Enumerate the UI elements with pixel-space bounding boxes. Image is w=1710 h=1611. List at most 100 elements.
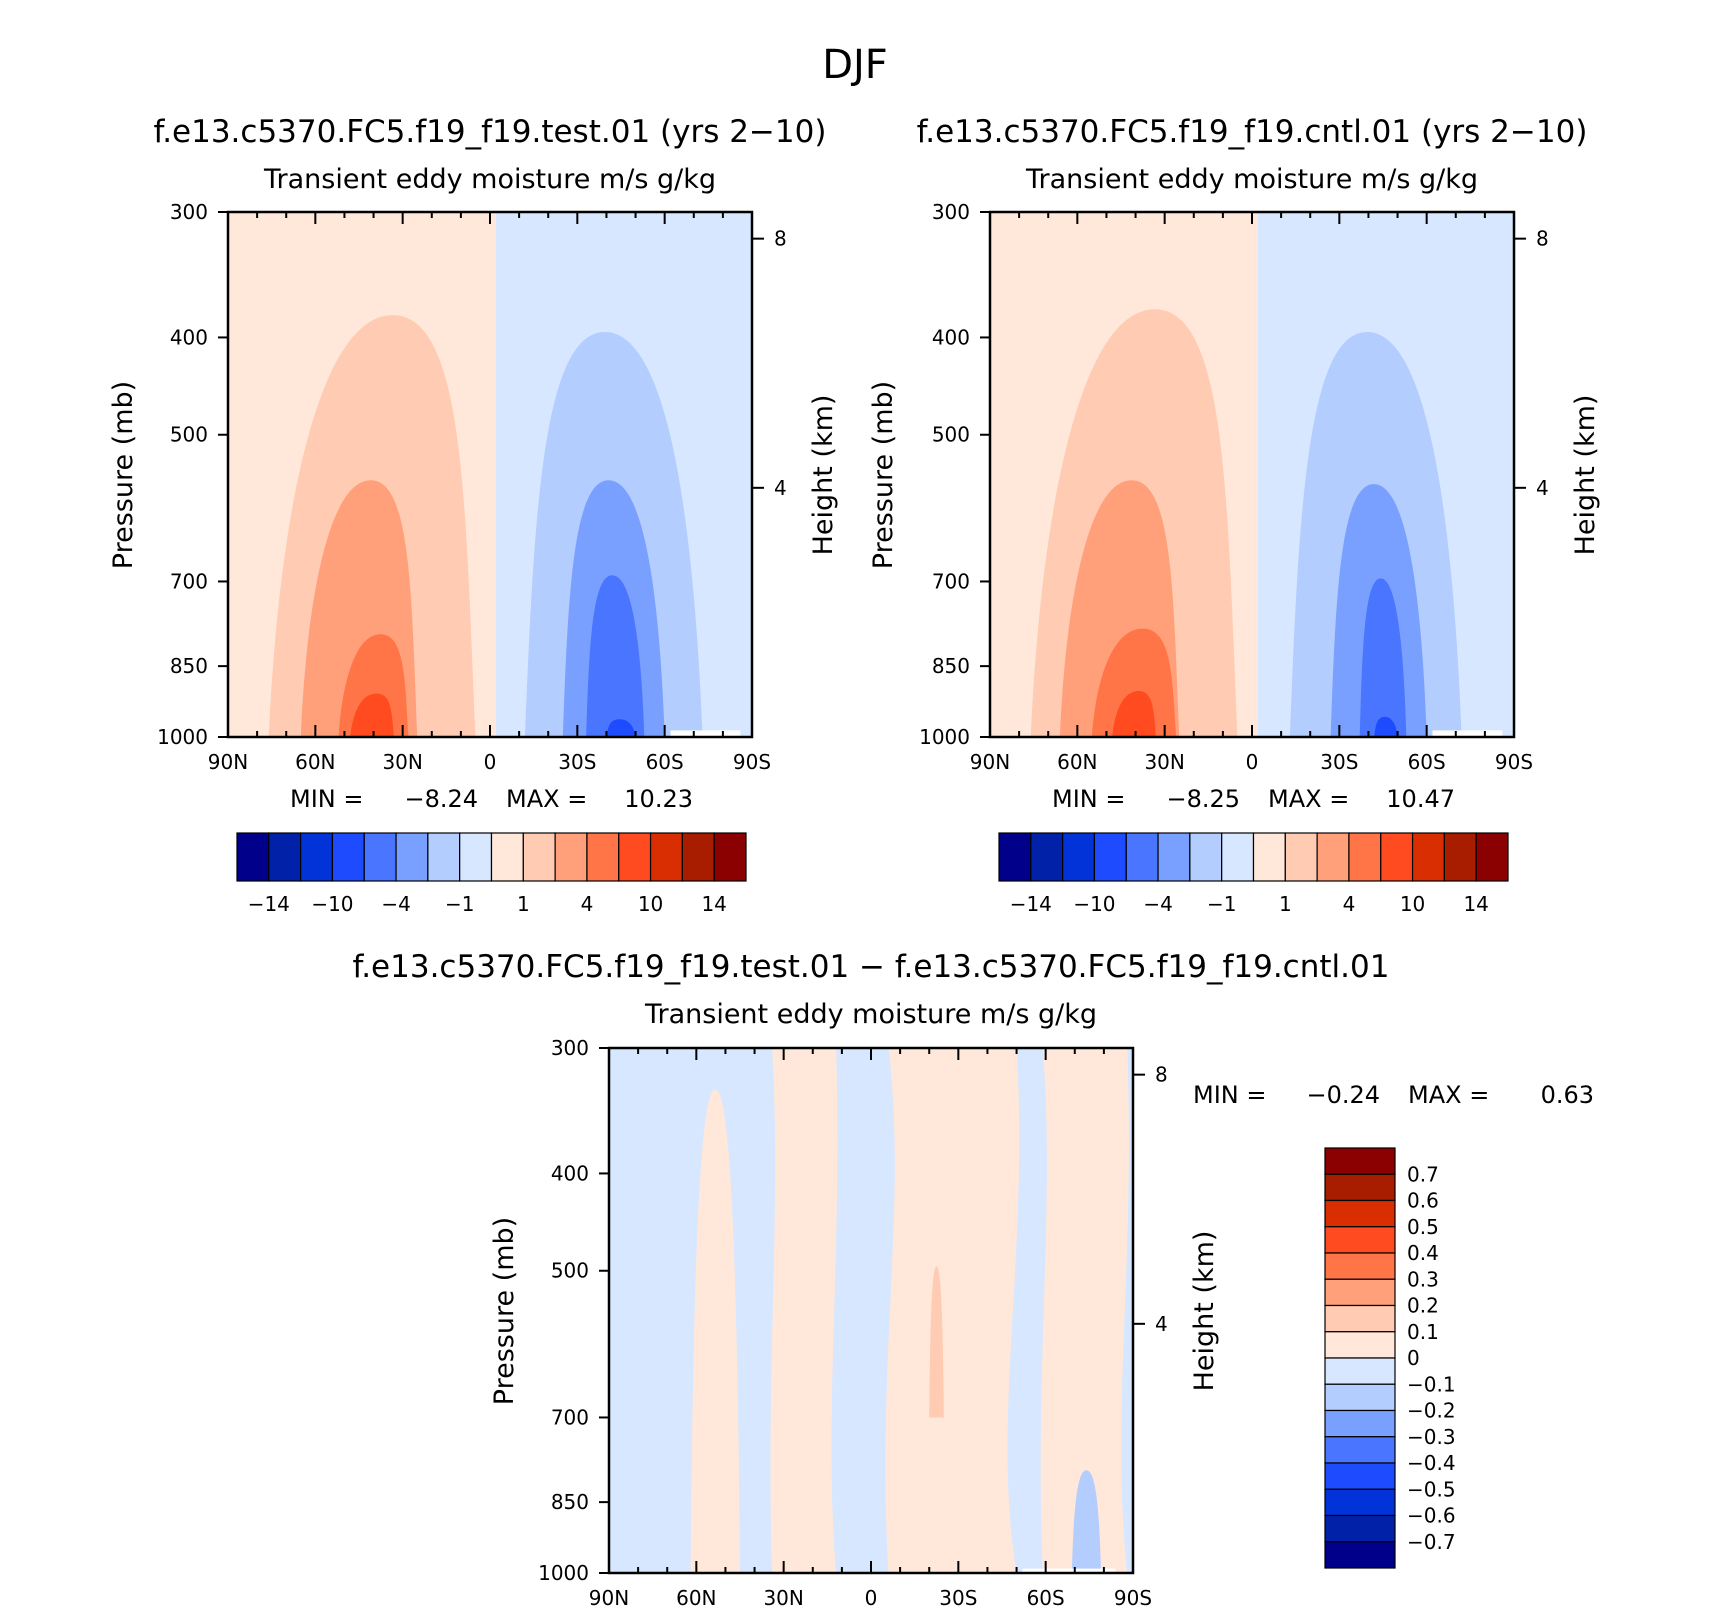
y-tick-label: 850: [932, 654, 970, 678]
y-tick-label: 850: [551, 1490, 589, 1514]
y-tick-label: 700: [551, 1405, 589, 1429]
colorbar-label: 0.1: [1407, 1320, 1439, 1344]
contour-field: [228, 212, 752, 737]
colorbar-label: −0.6: [1407, 1504, 1456, 1528]
missing-data-region: [1432, 730, 1503, 737]
height-tick-label: 8: [774, 227, 787, 251]
colorbar-label: −0.1: [1407, 1372, 1456, 1396]
colorbar-swatch: [1125, 832, 1159, 882]
contour-field: [990, 212, 1514, 737]
colorbar-label: 0.7: [1407, 1162, 1439, 1186]
x-tick-label: 60S: [1408, 750, 1446, 774]
missing-data-region: [670, 730, 741, 737]
colorbar-label: 0: [1407, 1346, 1420, 1370]
colorbar: −14 −10 −4 −1 1 4 10 14: [998, 832, 1509, 916]
y-tick-label: 400: [170, 325, 208, 349]
colorbar-label: 0.3: [1407, 1267, 1439, 1291]
min-label: MIN =: [290, 785, 363, 813]
x-tick-label: 60S: [1027, 1586, 1065, 1610]
colorbar-label: 4: [1343, 892, 1356, 916]
contour-band-5: [1071, 1470, 1101, 1573]
colorbar-swatch: [1411, 832, 1445, 882]
x-tick-label: 90N: [589, 1586, 629, 1610]
x-tick-label: 60S: [646, 750, 684, 774]
colorbar-swatch: [1443, 832, 1477, 882]
colorbar-swatch: [300, 832, 334, 882]
x-tick-label: 30N: [1144, 750, 1184, 774]
colorbar-swatch: [713, 832, 747, 882]
x-tick-label: 60N: [1057, 750, 1097, 774]
x-tick-label: 0: [1246, 750, 1259, 774]
y-tick-label: 1000: [538, 1561, 589, 1585]
colorbar-swatch: [1324, 1199, 1396, 1228]
chart-panel-1: 90N 60N 30N 0 30S 60S 90S 300 400 500 700 850 1000 8 4…: [108, 114, 839, 916]
panel-subtitle: Transient eddy moisture m/s g/kg: [263, 164, 716, 195]
colorbar-swatch: [268, 832, 302, 882]
y-tick-label: 500: [551, 1259, 589, 1283]
colorbar-label: 0.5: [1407, 1215, 1439, 1239]
contour-region-7: [606, 719, 636, 737]
colorbar-swatch: [1062, 832, 1096, 882]
colorbar-label: −14: [1010, 892, 1052, 916]
panel-title: f.e13.c5370.FC5.f19_f19.test.01 (yrs 2−1…: [154, 114, 827, 150]
min-label: MIN =: [1052, 785, 1125, 813]
x-tick-label: 90N: [970, 750, 1010, 774]
max-value: 0.63: [1541, 1081, 1594, 1109]
colorbar-swatch: [363, 832, 397, 882]
colorbar-label: −0.3: [1407, 1425, 1456, 1449]
max-label: MAX =: [1408, 1081, 1489, 1109]
height-tick-label: 8: [1536, 227, 1549, 251]
colorbar-swatch: [1324, 1252, 1396, 1280]
colorbar-label: −0.2: [1407, 1399, 1456, 1423]
y-tick-label: 400: [932, 325, 970, 349]
colorbar-swatch: [681, 832, 715, 882]
colorbar: 0.70.60.50.40.30.20.10−0.1−0.2−0.3−0.4−0…: [1324, 1147, 1456, 1569]
colorbar-swatch: [1324, 1357, 1396, 1385]
y-tick-label: 700: [932, 569, 970, 593]
colorbar-swatch: [618, 832, 652, 882]
colorbar-label: −0.7: [1407, 1530, 1456, 1554]
x-tick-label: 30S: [558, 750, 596, 774]
max-label: MAX =: [506, 785, 587, 813]
height-tick-label: 8: [1155, 1063, 1168, 1087]
contour-region-7: [1374, 716, 1398, 737]
colorbar-label: 4: [581, 892, 594, 916]
colorbar-swatch: [1284, 832, 1318, 882]
min-value: −8.24: [404, 785, 478, 813]
contour-region-6: [586, 575, 645, 737]
contour-band-4: [929, 1266, 944, 1418]
colorbar-label: −1: [445, 892, 474, 916]
colorbar-label: 10: [1400, 892, 1425, 916]
figure-title: DJF: [822, 42, 888, 88]
x-tick-label: 30N: [382, 750, 422, 774]
contour-band-0: [690, 1089, 740, 1573]
min-value: −8.25: [1166, 785, 1240, 813]
colorbar-swatch: [236, 832, 270, 882]
y-tick-label: 700: [170, 569, 208, 593]
min-label: MIN =: [1193, 1081, 1266, 1109]
colorbar-swatch: [1475, 832, 1509, 882]
x-tick-label: 30N: [763, 1586, 803, 1610]
colorbar-swatch: [1324, 1409, 1396, 1438]
max-label: MAX =: [1268, 785, 1349, 813]
colorbar-label: −10: [1073, 892, 1115, 916]
colorbar-swatch: [1221, 832, 1255, 882]
height-tick-label: 4: [1536, 476, 1549, 500]
max-value: 10.47: [1386, 785, 1455, 813]
colorbar-swatch: [522, 832, 556, 882]
colorbar-swatch: [1324, 1173, 1396, 1202]
x-tick-label: 0: [484, 750, 497, 774]
colorbar-swatch: [1157, 832, 1191, 882]
colorbar-label: 0.6: [1407, 1189, 1439, 1213]
y-tick-label: 1000: [157, 725, 208, 749]
colorbar-swatch: [586, 832, 620, 882]
colorbar-swatch: [649, 832, 683, 882]
colorbar-swatch: [1093, 832, 1127, 882]
y-tick-label: 500: [932, 423, 970, 447]
colorbar-swatch: [1324, 1462, 1396, 1490]
y-tick-label: 400: [551, 1161, 589, 1185]
colorbar-label: 10: [638, 892, 663, 916]
colorbar-swatch: [1316, 832, 1350, 882]
colorbar-swatch: [1324, 1436, 1396, 1464]
